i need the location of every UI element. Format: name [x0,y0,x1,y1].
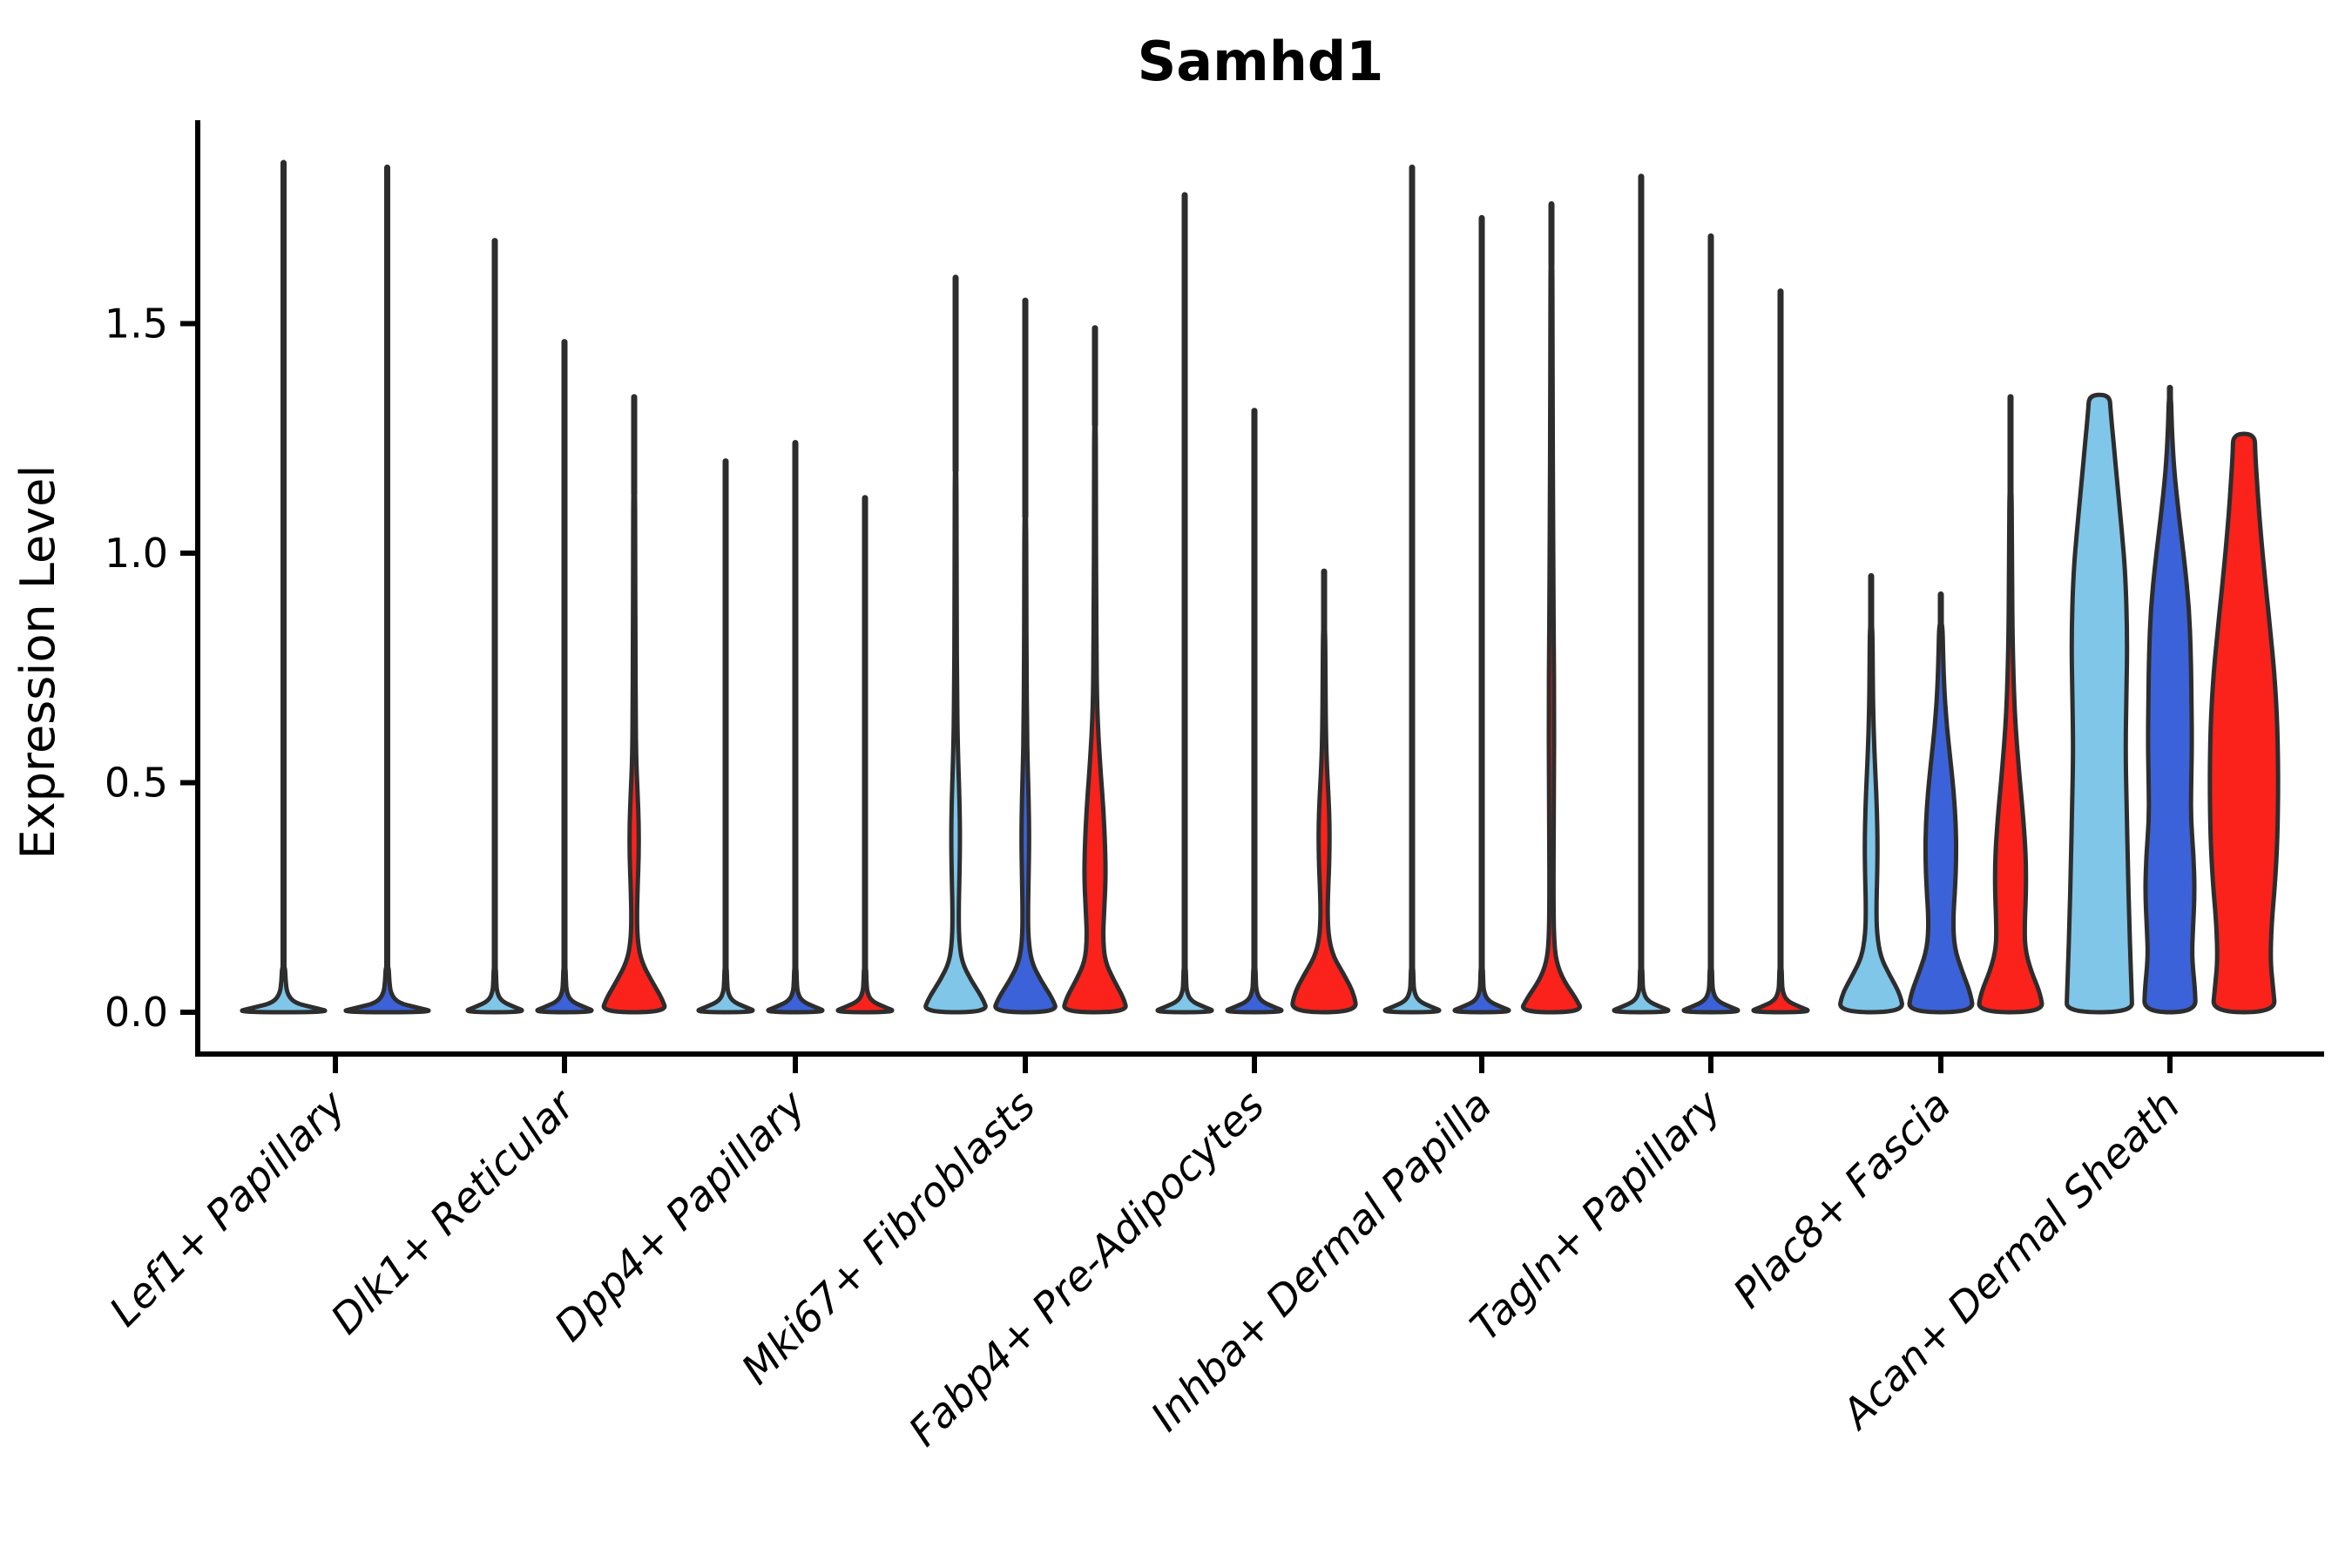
y-tick-label: 1.5 [105,301,168,348]
y-tick-label: 1.0 [105,530,168,577]
y-tick-label: 0.5 [105,760,168,807]
violin-body-acan-red [2207,431,2281,1015]
y-axis-title: Expression Level [10,465,65,860]
chart-title: Samhd1 [1138,30,1384,93]
violin-body-acan-sky [2065,392,2134,1015]
y-tick-label: 0.0 [105,989,168,1036]
